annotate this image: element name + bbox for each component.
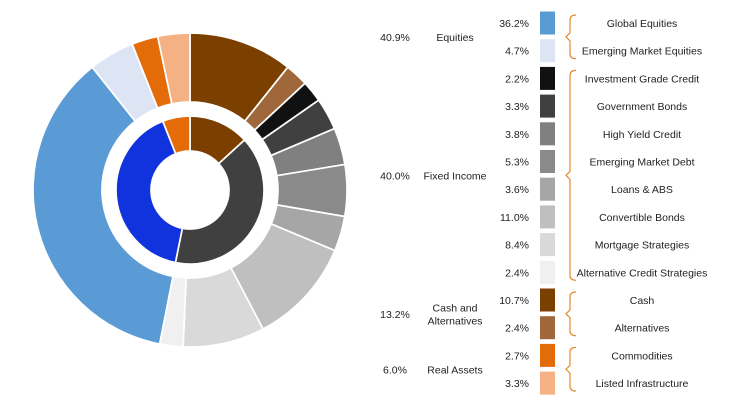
group-name-cash-and-alternatives-line-2: Alternatives — [428, 315, 483, 327]
item-name-cash: Cash — [630, 295, 655, 307]
legend-swatch-emerging-market-debt — [540, 150, 555, 173]
group-pct-equities: 40.9% — [380, 32, 410, 44]
group-name-fixed-income: Fixed Income — [423, 170, 486, 182]
item-name-emerging-market-equities: Emerging Market Equities — [582, 46, 702, 58]
item-name-commodities: Commodities — [611, 350, 672, 362]
group-name-equities: Equities — [436, 32, 473, 44]
legend: 36.2% Global Equities 4.7% Emerging Market … — [380, 11, 708, 395]
inner-slice-equities — [115, 120, 184, 264]
item-pct-convertible-bonds: 11.0% — [500, 212, 529, 224]
item-pct-mortgage-strategies: 8.4% — [505, 240, 529, 252]
item-name-listed-infrastructure: Listed Infrastructure — [596, 378, 689, 390]
item-pct-emerging-market-debt: 5.3% — [505, 157, 529, 169]
group-pct-fixed-income: 40.0% — [380, 170, 410, 182]
legend-swatch-loans-and-abs — [540, 177, 555, 201]
item-name-loans-and-abs: Loans & ABS — [611, 184, 673, 196]
bracket-fixed-income — [565, 69, 577, 281]
item-pct-investment-grade-credit: 2.2% — [505, 73, 529, 85]
legend-swatch-mortgage-strategies — [540, 233, 555, 257]
outer-ring — [32, 32, 348, 348]
bracket-cash-and-alternatives — [565, 291, 577, 337]
group-name-real-assets: Real Assets — [427, 364, 482, 376]
item-name-government-bonds: Government Bonds — [597, 101, 687, 113]
group-pct-real-assets: 6.0% — [383, 364, 407, 376]
legend-swatch-alternative-credit-strategies — [540, 260, 555, 284]
legend-swatch-investment-grade-credit — [540, 66, 555, 90]
item-pct-alternatives: 2.4% — [505, 323, 529, 335]
legend-swatch-government-bonds — [540, 94, 555, 118]
item-pct-cash: 10.7% — [499, 295, 529, 307]
legend-swatch-high-yield-credit — [540, 122, 555, 146]
outer-slice-global-equities — [32, 65, 174, 346]
item-name-high-yield-credit: High Yield Credit — [603, 129, 681, 141]
legend-swatch-global-equities — [540, 11, 555, 35]
item-name-convertible-bonds: Convertible Bonds — [599, 212, 685, 224]
item-pct-loans-and-abs: 3.6% — [505, 184, 529, 196]
item-pct-global-equities: 36.2% — [499, 18, 529, 30]
item-pct-emerging-market-equities: 4.7% — [505, 46, 529, 58]
legend-swatch-listed-infrastructure — [540, 371, 555, 395]
bracket-real-assets — [565, 346, 577, 392]
bracket-equities — [565, 14, 577, 60]
item-pct-government-bonds: 3.3% — [505, 101, 529, 113]
item-pct-alternative-credit-strategies: 2.4% — [505, 267, 529, 279]
inner-slice-real-assets — [161, 115, 191, 155]
legend-swatch-alternatives — [540, 316, 555, 340]
item-pct-high-yield-credit: 3.8% — [505, 129, 529, 141]
legend-swatch-commodities — [540, 343, 555, 367]
item-name-alternatives: Alternatives — [615, 323, 670, 335]
legend-swatch-emerging-market-equities — [540, 39, 555, 63]
item-pct-listed-infrastructure: 3.3% — [505, 378, 529, 390]
group-pct-cash-and-alternatives: 13.2% — [380, 309, 410, 321]
item-name-alternative-credit-strategies: Alternative Credit Strategies — [577, 267, 708, 279]
item-pct-commodities: 2.7% — [505, 350, 529, 362]
inner-ring — [115, 115, 265, 265]
item-name-emerging-market-debt: Emerging Market Debt — [589, 157, 694, 169]
item-name-mortgage-strategies: Mortgage Strategies — [595, 240, 690, 252]
item-name-investment-grade-credit: Investment Grade Credit — [585, 73, 699, 85]
legend-swatch-cash — [540, 288, 555, 312]
item-name-global-equities: Global Equities — [607, 18, 678, 30]
outer-slice-listed-infrastructure — [156, 32, 191, 105]
group-name-cash-and-alternatives-line-1: Cash and — [433, 302, 478, 314]
legend-swatch-convertible-bonds — [540, 205, 555, 229]
inner-slice-fixed-income — [174, 138, 265, 265]
